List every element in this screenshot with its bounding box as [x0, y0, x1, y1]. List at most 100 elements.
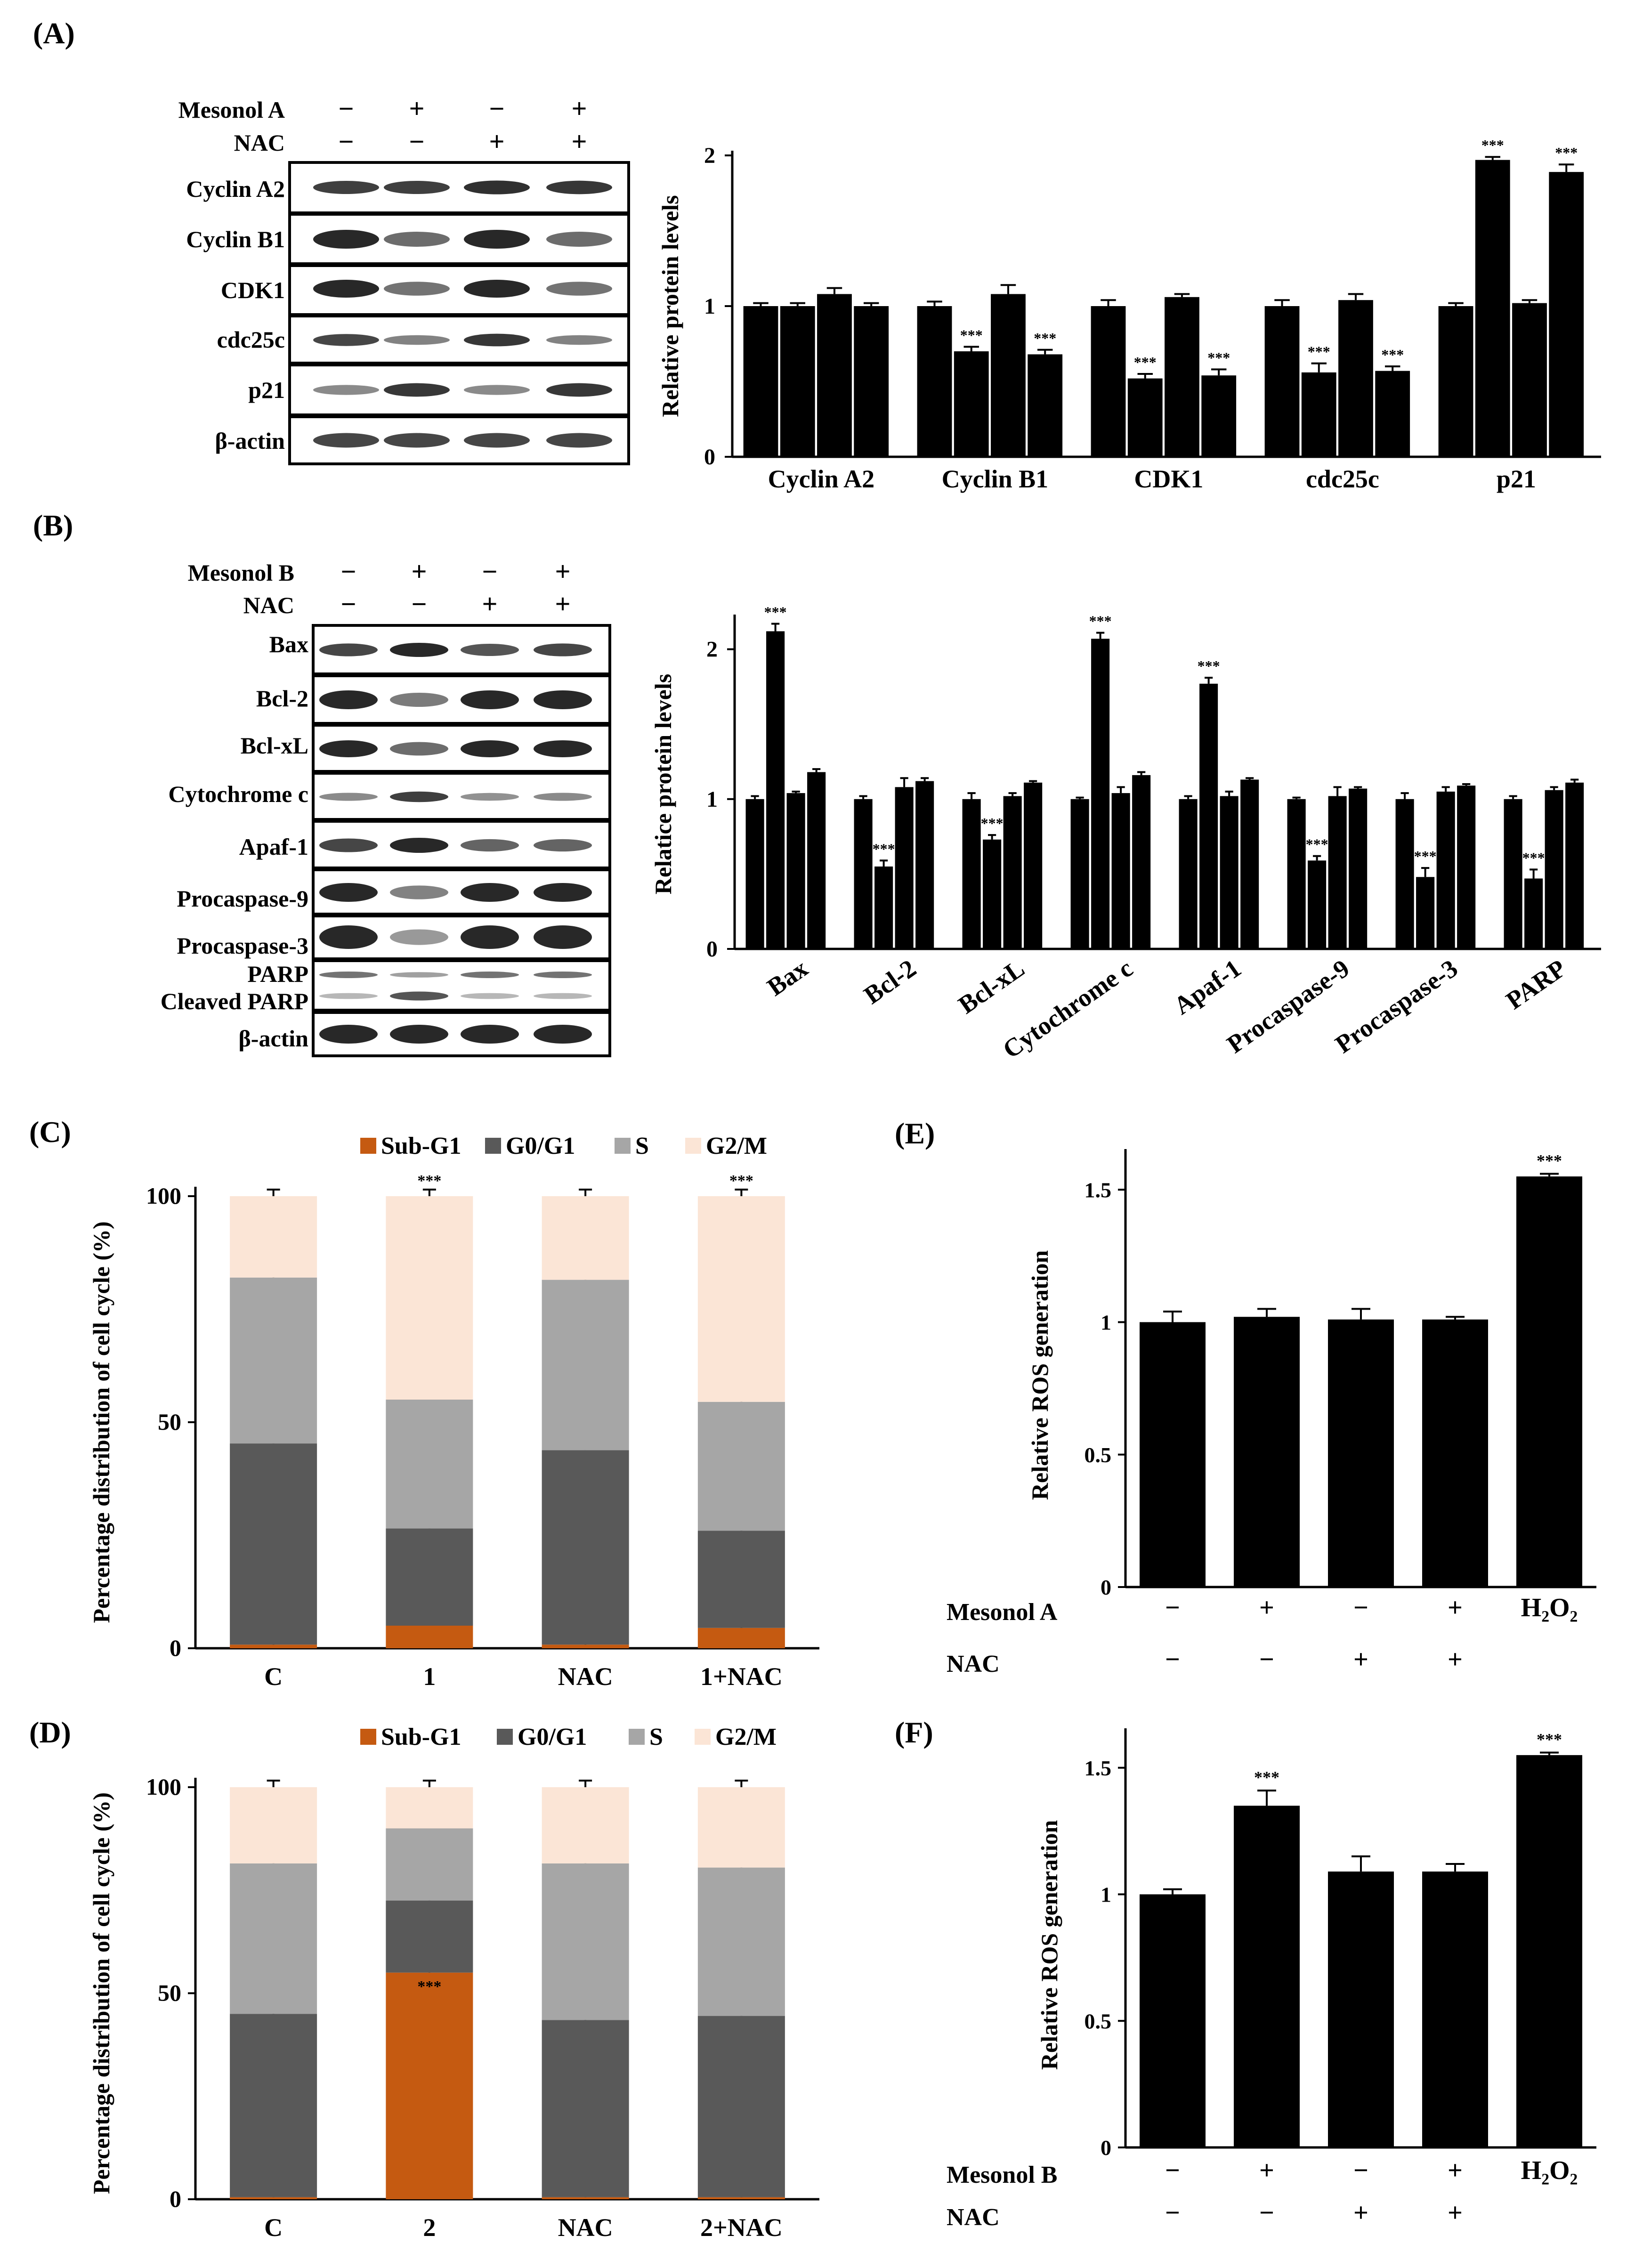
significance-mark: ***: [1034, 330, 1056, 347]
stack-segment: [386, 1900, 473, 1973]
legend-label: Sub-G1: [381, 1133, 461, 1159]
significance-mark: ***: [960, 326, 983, 343]
blot-band: [319, 925, 378, 949]
blot-band: [534, 839, 592, 852]
significance-mark: ***: [1306, 836, 1328, 853]
condition-label: NAC: [243, 592, 294, 618]
stack-segment: [542, 1863, 629, 2020]
x-tick-label: Bcl-2: [859, 954, 922, 1010]
stack-segment: [697, 1787, 785, 1868]
bar: [1028, 354, 1063, 457]
band-label: Cyclin B1: [186, 226, 285, 252]
legend-swatch: [629, 1729, 645, 1745]
legend-swatch: [485, 1138, 501, 1154]
significance-mark: ***: [1481, 137, 1504, 154]
blot-band: [390, 885, 448, 899]
stack-segment: [697, 1531, 785, 1628]
legend-label: Sub-G1: [381, 1724, 461, 1750]
condition-sign: +: [489, 126, 504, 157]
band-label: Procaspase-9: [177, 885, 308, 912]
significance-mark: ***: [729, 1172, 753, 1190]
blot-band: [461, 690, 519, 709]
blot-band: [546, 433, 612, 448]
bar: [1070, 799, 1089, 949]
y-tick-label: 0: [170, 1635, 181, 1661]
y-tick-label: 1: [1101, 1311, 1111, 1335]
y-tick-label: 0: [704, 445, 715, 470]
bar: [1565, 782, 1584, 949]
blot-band: [313, 230, 379, 249]
significance-mark: ***: [1198, 657, 1220, 674]
bar: [1091, 639, 1110, 949]
treatment-sign: −: [1353, 1593, 1368, 1622]
blot-band: [384, 335, 450, 345]
condition-sign: −: [340, 589, 356, 619]
x-tick-label: p21: [1497, 465, 1536, 493]
stack-segment: [542, 2197, 629, 2199]
stack-segment: [230, 1443, 317, 1645]
stack-segment: [386, 1626, 473, 1648]
stack-segment: [230, 1196, 317, 1278]
panel-label-f: (F): [895, 1716, 933, 1749]
stack-segment: [230, 2197, 317, 2199]
ros-bar: [1234, 1317, 1300, 1587]
ros-bar: [1328, 1871, 1394, 2147]
blot-band: [319, 883, 378, 902]
blot-band: [461, 740, 519, 757]
stack-segment: [230, 1863, 317, 2014]
band-label: Apaf-1: [239, 834, 308, 860]
blot-band: [319, 838, 378, 852]
blot-band: [313, 181, 379, 194]
bar: [1301, 372, 1336, 457]
blot-box: [312, 959, 611, 1012]
panel-label-d: (D): [29, 1716, 71, 1749]
y-tick-label: 0: [1101, 2136, 1111, 2160]
condition-sign: +: [482, 589, 497, 619]
treatment-row-label: NAC: [947, 2204, 1000, 2231]
ros-bar: [1516, 1176, 1582, 1587]
treatment-sign: −: [1165, 2198, 1180, 2228]
stack-segment: [542, 1280, 629, 1450]
blot-band: [546, 232, 612, 247]
treatment-row-label: Mesonol A: [947, 1599, 1058, 1626]
bar: [1111, 793, 1130, 949]
blot-band: [464, 433, 530, 448]
bar: [1179, 799, 1198, 949]
x-tick-label: 2: [423, 2213, 436, 2242]
blot-band: [319, 972, 378, 978]
significance-mark: ***: [764, 604, 787, 621]
x-tick-label: Cyclin B1: [942, 465, 1049, 493]
bar: [1287, 799, 1306, 949]
condition-label: Mesonol B: [188, 559, 294, 586]
blot-band: [319, 643, 378, 656]
ros-bar: [1234, 1806, 1300, 2147]
stack-segment: [697, 1628, 785, 1648]
bar: [1338, 300, 1373, 457]
bar: [1524, 878, 1543, 949]
bar: [1264, 306, 1300, 457]
legend-label: G2/M: [706, 1133, 767, 1159]
blot-band: [534, 993, 592, 999]
bar: [780, 306, 815, 457]
treatment-sign: H₂O₂: [1521, 1593, 1578, 1622]
significance-mark: ***: [1089, 613, 1112, 630]
condition-sign: +: [409, 93, 424, 124]
stack-segment: [386, 1787, 473, 1829]
bar: [1349, 788, 1368, 949]
bar: [743, 306, 778, 457]
bar: [1512, 303, 1547, 457]
bar: [854, 799, 873, 949]
ros-bar: [1328, 1319, 1394, 1587]
ros-bar: [1422, 1319, 1488, 1587]
treatment-sign: +: [1448, 2156, 1463, 2185]
stack-segment: [386, 1528, 473, 1626]
x-tick-label: Bcl-xL: [953, 954, 1029, 1020]
bar: [1416, 877, 1435, 949]
condition-sign: +: [555, 589, 570, 619]
x-tick-label: 1+NAC: [700, 1662, 783, 1691]
blot-band: [461, 644, 519, 656]
y-tick-label: 0: [1101, 1575, 1111, 1599]
blot-band: [534, 972, 592, 978]
bar: [1308, 860, 1327, 949]
blot-band: [319, 740, 378, 757]
